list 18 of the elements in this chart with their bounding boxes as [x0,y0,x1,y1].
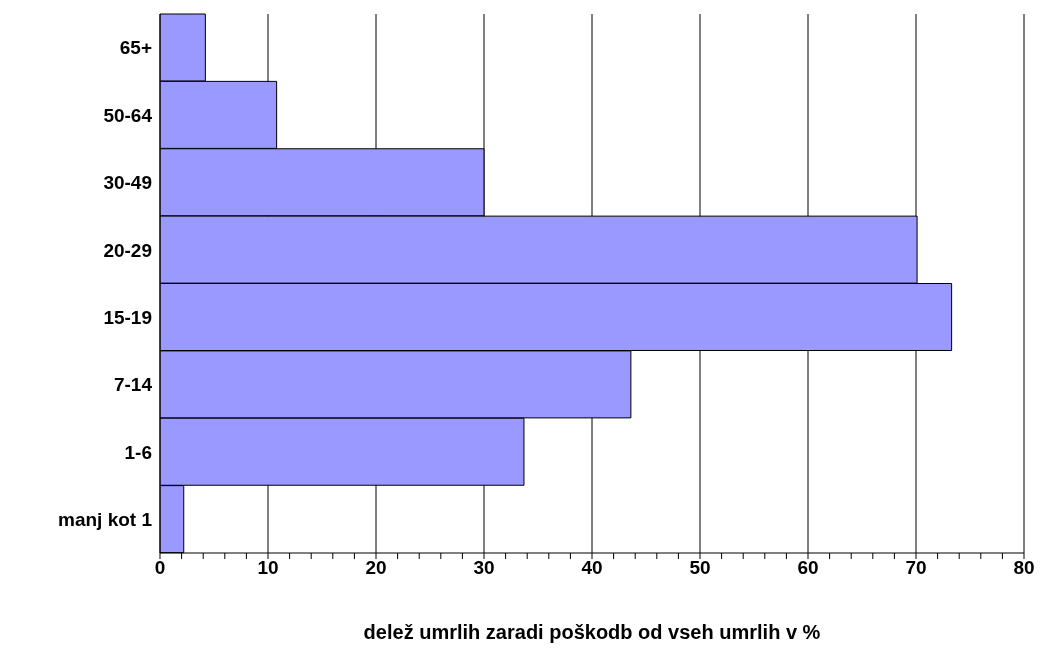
x-axis-title: delež umrlih zaradi poškodb od vseh umrlih v % [363,621,821,643]
x-tick-label: 70 [905,557,927,579]
x-tick-label: 80 [1013,557,1035,579]
y-tick-label: 1-6 [124,441,152,463]
y-tick-label: 65+ [119,37,152,59]
x-tick-label: 60 [797,557,819,579]
x-tick-label: 0 [154,557,166,579]
y-tick-label: 30-49 [103,172,152,194]
y-tick-label: 20-29 [103,239,152,261]
x-tick-label: 40 [581,557,603,579]
y-tick-label: manj kot 1 [58,509,153,531]
y-tick-label: 7-14 [113,374,153,396]
x-tick-label: 50 [689,557,711,579]
x-tick-label: 30 [473,557,495,579]
y-tick-label: 15-19 [103,306,152,328]
y-tick-label: 50-64 [103,104,153,126]
x-tick-label: 10 [257,557,279,579]
x-tick-label: 20 [365,557,387,579]
